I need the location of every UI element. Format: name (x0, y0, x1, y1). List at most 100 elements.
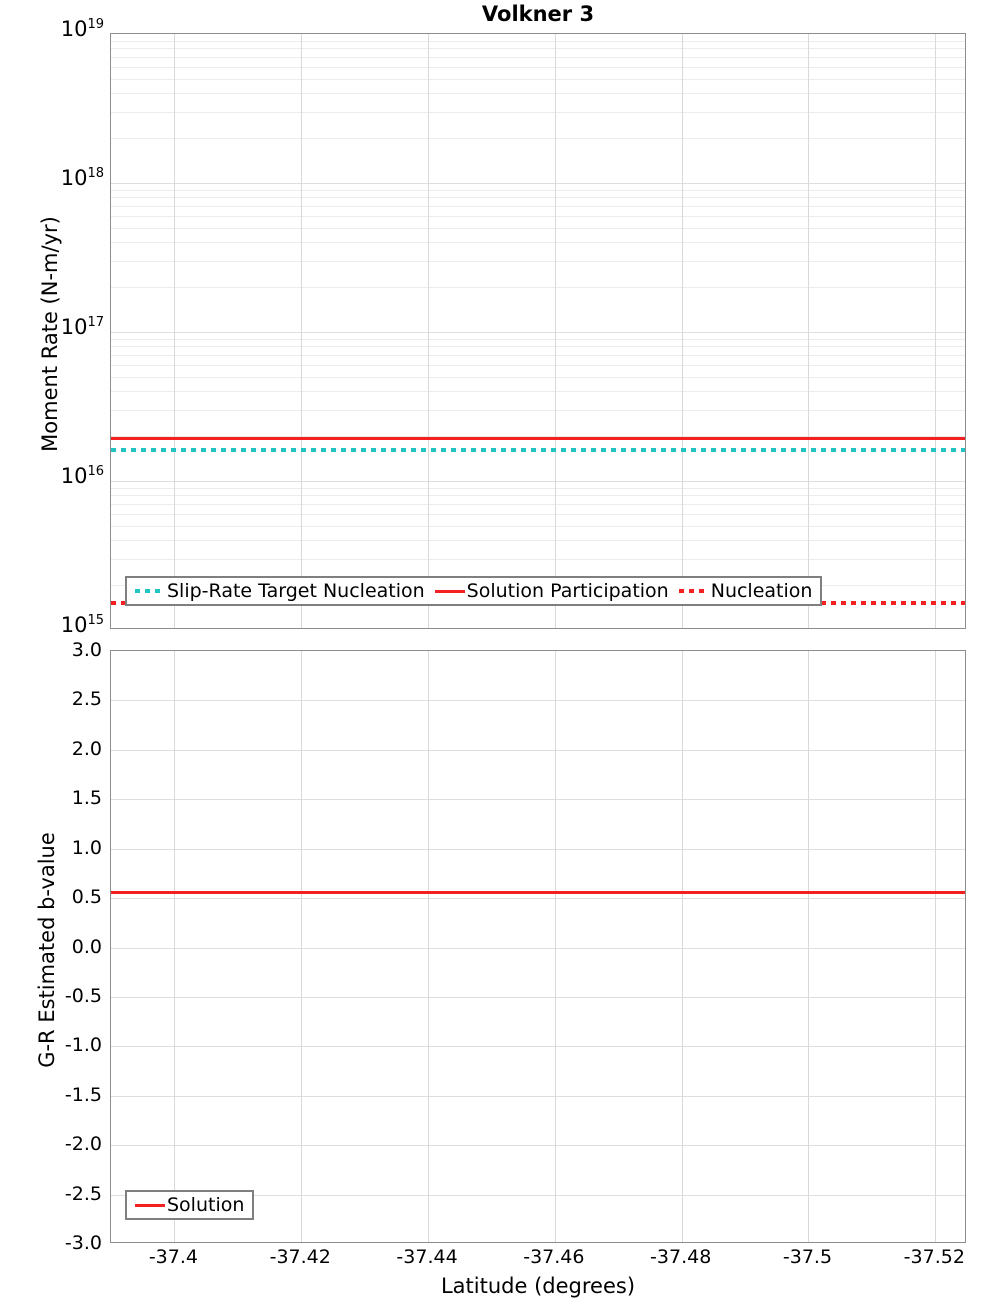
y-tick-label: -2.0 (64, 1133, 102, 1156)
legend-entry[interactable]: Solution (135, 1193, 245, 1216)
y-tick-label: 1.0 (71, 836, 102, 859)
moment-rate-axis-label: Moment Rate (N-m/yr) (38, 216, 62, 452)
gridline-minor (111, 138, 965, 140)
gridline-minor (111, 525, 965, 527)
y-tick-label: -1.0 (64, 1034, 102, 1057)
y-tick-label: 1019 (0, 17, 104, 41)
y-tick-label: 1.5 (71, 787, 102, 810)
y-tick-mantissa: 10 (60, 464, 88, 488)
gridline-minor (111, 197, 965, 199)
legend-label: Solution (167, 1193, 245, 1216)
gridline-major (111, 947, 965, 949)
gridline-minor (111, 436, 965, 438)
gridline-minor (111, 93, 965, 95)
gridline-major (111, 481, 965, 482)
y-tick-label: 1017 (0, 315, 104, 339)
y-tick-exponent: 18 (87, 166, 104, 181)
y-tick-label: 2.5 (71, 688, 102, 711)
gridline-minor (111, 206, 965, 208)
gridline-minor (111, 346, 965, 348)
gridline-vertical (808, 651, 810, 1242)
legend-entry[interactable]: Slip-Rate Target Nucleation (135, 581, 435, 601)
gridline-vertical (174, 34, 176, 628)
gridline-major (111, 1095, 965, 1097)
y-tick-mantissa: 10 (60, 315, 88, 339)
gridline-minor (111, 40, 965, 42)
y-tick-label: 0.5 (71, 886, 102, 909)
y-tick-exponent: 19 (87, 17, 104, 32)
y-tick-label: 1015 (0, 613, 104, 637)
gridline-vertical (428, 651, 430, 1242)
legend-line-swatch (678, 589, 709, 593)
gridline-minor (111, 540, 965, 542)
legend-label: Solution Participation (466, 579, 669, 602)
gridline-vertical (681, 651, 683, 1242)
gridline-vertical (554, 651, 556, 1242)
gridline-minor (111, 338, 965, 340)
gridline-minor (111, 504, 965, 506)
legend-entry[interactable]: Nucleation (678, 579, 813, 602)
x-tick-label: -37.46 (523, 1246, 585, 1268)
y-tick-label: -1.5 (64, 1083, 102, 1106)
gridline-minor (111, 189, 965, 191)
gridline-vertical (301, 651, 303, 1242)
gridline-major (111, 1046, 965, 1048)
data-line-slip-rate-target-nucleation (111, 447, 965, 452)
gridline-major (111, 332, 965, 333)
gridline-vertical (681, 34, 683, 628)
gridline-vertical (301, 34, 303, 628)
gridline-minor (111, 242, 965, 244)
gridline-major (111, 749, 965, 751)
legend-line-swatch (135, 589, 165, 593)
y-tick-label: -3.0 (64, 1232, 102, 1254)
gridline-vertical (174, 651, 176, 1242)
y-tick-label: 1016 (0, 464, 104, 488)
gridline-major (111, 183, 965, 184)
y-tick-mantissa: 10 (60, 613, 88, 637)
gridline-minor (111, 111, 965, 113)
gridline-minor (111, 391, 965, 393)
gridline-major (111, 1194, 965, 1196)
x-tick-label: -37.5 (782, 1246, 833, 1268)
gridline-minor (111, 57, 965, 59)
legend-entry[interactable]: Solution Participation (434, 579, 679, 602)
y-tick-label: -2.5 (64, 1182, 102, 1205)
latitude-axis-label: Latitude (degrees) (440, 1274, 636, 1298)
gridline-minor (111, 514, 965, 516)
gridline-minor (111, 365, 965, 367)
legend-label: Nucleation (710, 579, 813, 602)
y-tick-label: 2.0 (71, 737, 102, 760)
y-tick-label: 1018 (0, 166, 104, 190)
y-tick-exponent: 17 (87, 315, 104, 330)
gridline-minor (111, 216, 965, 218)
gridline-vertical (808, 34, 810, 628)
gridline-minor (111, 409, 965, 411)
y-tick-label: -0.5 (64, 984, 102, 1007)
gridline-major (111, 848, 965, 850)
gridline-vertical (935, 651, 937, 1242)
y-tick-mantissa: 10 (60, 17, 88, 41)
x-tick-label: -37.48 (650, 1246, 712, 1268)
gridline-minor (111, 67, 965, 69)
gridline-minor (111, 487, 965, 489)
gridline-vertical (554, 34, 556, 628)
gridline-minor (111, 376, 965, 378)
data-line-solution-participation (111, 437, 965, 441)
moment-rate-plot-area (110, 33, 966, 629)
gridline-vertical (935, 34, 937, 628)
b-value-axis-label: G-R Estimated b-value (35, 832, 59, 1068)
b-value-legend: Solution (125, 1190, 255, 1220)
data-line-solution (111, 890, 965, 894)
y-tick-label: 0.0 (71, 935, 102, 958)
y-tick-exponent: 16 (87, 464, 104, 479)
y-tick-mantissa: 10 (60, 166, 88, 190)
legend-line-swatch (434, 589, 465, 593)
gridline-major (111, 700, 965, 702)
gridline-minor (111, 558, 965, 560)
gridline-major (111, 996, 965, 998)
gridline-minor (111, 227, 965, 229)
x-tick-label: -37.52 (903, 1246, 965, 1268)
gridline-minor (111, 287, 965, 289)
y-tick-label: 3.0 (71, 639, 102, 661)
